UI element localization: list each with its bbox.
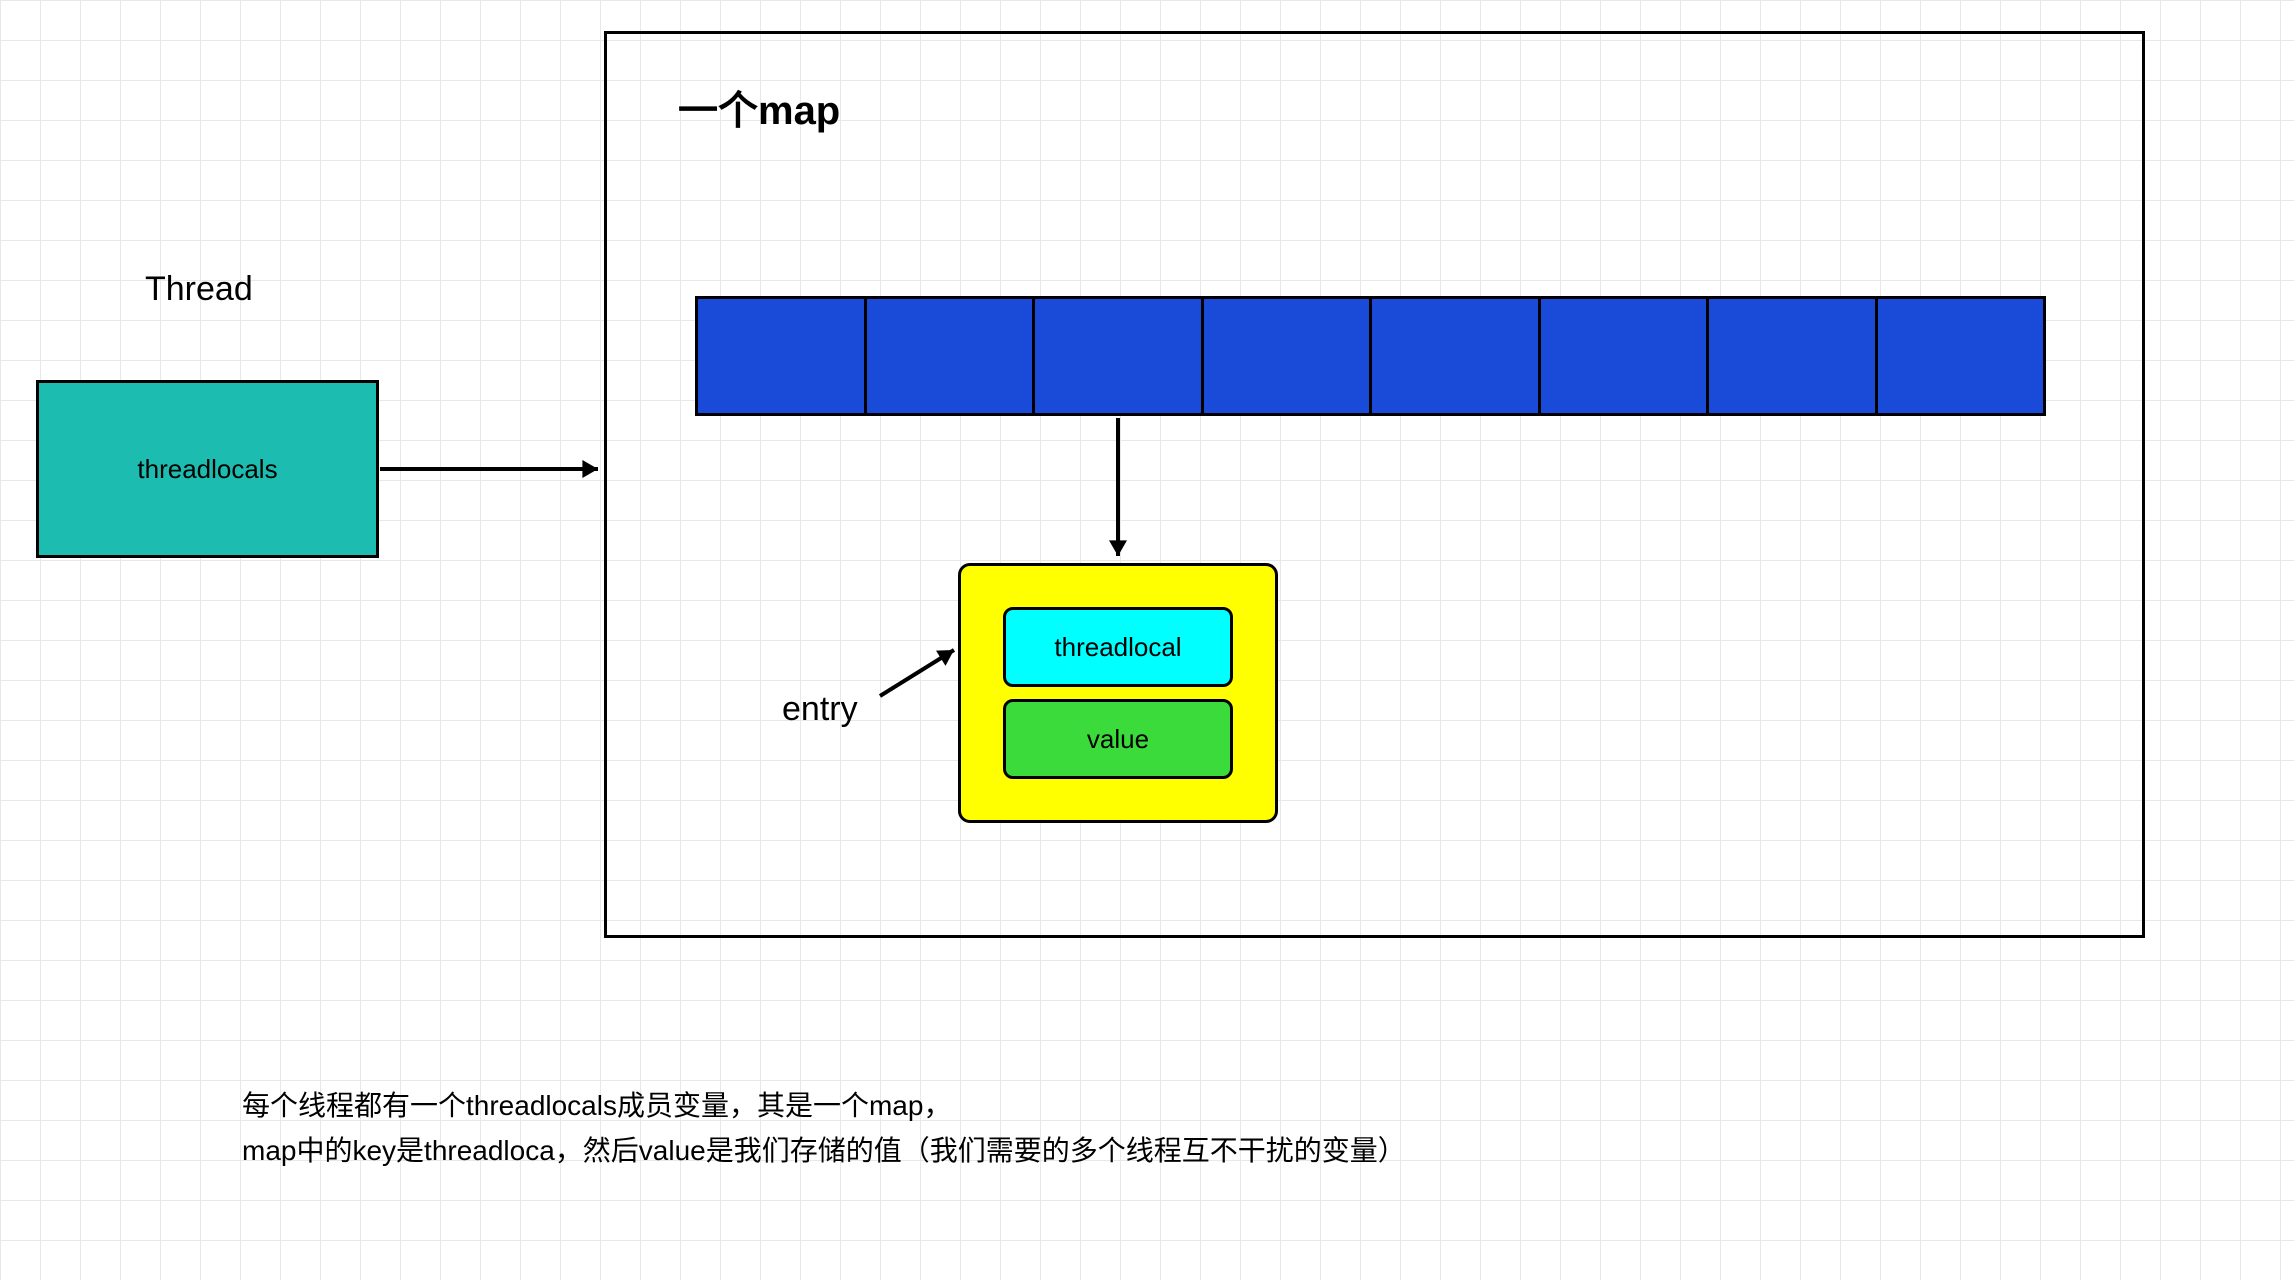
array-cell — [1709, 299, 1878, 413]
array-cell — [1541, 299, 1710, 413]
array-cell — [1035, 299, 1204, 413]
map-container-box — [604, 31, 2145, 938]
map-array — [695, 296, 2046, 416]
entry-node: threadlocal value — [958, 563, 1278, 823]
entry-value-box: value — [1003, 699, 1233, 779]
threadlocals-label: threadlocals — [137, 454, 277, 485]
caption-line-1: 每个线程都有一个threadlocals成员变量，其是一个map， — [242, 1084, 1406, 1129]
entry-value-label: value — [1087, 724, 1149, 755]
entry-text-label: entry — [782, 690, 858, 729]
entry-key-label: threadlocal — [1054, 632, 1181, 663]
array-cell — [867, 299, 1036, 413]
entry-key-box: threadlocal — [1003, 607, 1233, 687]
array-cell — [1204, 299, 1373, 413]
arrow-array-to-entry-icon — [1098, 398, 1138, 576]
array-cell — [1372, 299, 1541, 413]
map-title-label: 一个map — [678, 78, 840, 136]
diagram-caption: 每个线程都有一个threadlocals成员变量，其是一个map， map中的k… — [242, 1084, 1406, 1174]
caption-line-2: map中的key是threadloca，然后value是我们存储的值（我们需要的… — [242, 1129, 1406, 1174]
thread-title-label: Thread — [145, 270, 253, 309]
array-cell — [1878, 299, 2044, 413]
arrow-entry-label-icon — [860, 630, 974, 716]
threadlocals-node: threadlocals — [36, 380, 379, 558]
arrow-thread-to-map-icon — [360, 449, 618, 489]
array-cell — [698, 299, 867, 413]
